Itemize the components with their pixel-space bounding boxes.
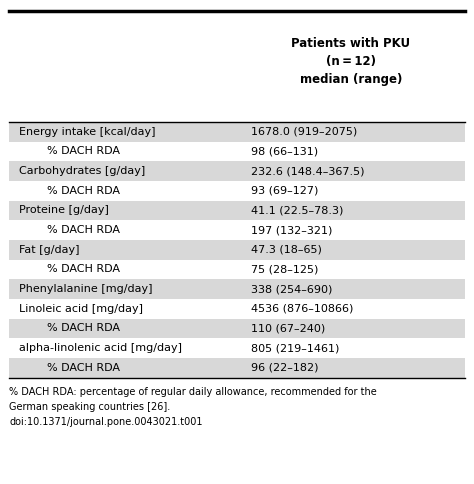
Text: % DACH RDA: % DACH RDA: [47, 363, 120, 373]
Text: % DACH RDA: % DACH RDA: [47, 323, 120, 333]
Text: 93 (69–127): 93 (69–127): [251, 186, 319, 196]
Text: Proteine [g/day]: Proteine [g/day]: [19, 205, 109, 215]
Text: % DACH RDA: % DACH RDA: [47, 225, 120, 235]
Text: 75 (28–125): 75 (28–125): [251, 264, 319, 274]
Text: Patients with PKU
(n = 12)
median (range): Patients with PKU (n = 12) median (range…: [291, 37, 410, 86]
Text: 1678.0 (919–2075): 1678.0 (919–2075): [251, 127, 357, 137]
Text: alpha-linolenic acid [mg/day]: alpha-linolenic acid [mg/day]: [19, 343, 182, 353]
Bar: [9, 161, 465, 181]
Text: Fat [g/day]: Fat [g/day]: [19, 245, 80, 255]
Text: 47.3 (18–65): 47.3 (18–65): [251, 245, 322, 255]
Text: % DACH RDA: % DACH RDA: [47, 264, 120, 274]
Bar: [9, 338, 465, 358]
Text: 96 (22–182): 96 (22–182): [251, 363, 319, 373]
Bar: [9, 181, 465, 200]
Text: % DACH RDA: percentage of regular daily allowance, recommended for the
German sp: % DACH RDA: percentage of regular daily …: [9, 387, 377, 427]
Text: 41.1 (22.5–78.3): 41.1 (22.5–78.3): [251, 205, 344, 215]
Text: 4536 (876–10866): 4536 (876–10866): [251, 304, 354, 314]
Bar: [9, 259, 465, 279]
Text: Linoleic acid [mg/day]: Linoleic acid [mg/day]: [19, 304, 143, 314]
Text: % DACH RDA: % DACH RDA: [47, 147, 120, 156]
Text: 110 (67–240): 110 (67–240): [251, 323, 326, 333]
Bar: [9, 240, 465, 259]
Bar: [9, 200, 465, 220]
Text: Energy intake [kcal/day]: Energy intake [kcal/day]: [19, 127, 155, 137]
Text: 805 (219–1461): 805 (219–1461): [251, 343, 339, 353]
Text: Phenylalanine [mg/day]: Phenylalanine [mg/day]: [19, 284, 153, 294]
Text: % DACH RDA: % DACH RDA: [47, 186, 120, 196]
Bar: [9, 318, 465, 338]
Text: Carbohydrates [g/day]: Carbohydrates [g/day]: [19, 166, 145, 176]
Bar: [9, 279, 465, 299]
Text: 98 (66–131): 98 (66–131): [251, 147, 319, 156]
Text: 232.6 (148.4–367.5): 232.6 (148.4–367.5): [251, 166, 365, 176]
Bar: [9, 299, 465, 318]
Bar: [9, 122, 465, 142]
Text: 338 (254–690): 338 (254–690): [251, 284, 333, 294]
Bar: [9, 220, 465, 240]
Bar: [9, 142, 465, 161]
Bar: [9, 358, 465, 378]
Text: 197 (132–321): 197 (132–321): [251, 225, 333, 235]
